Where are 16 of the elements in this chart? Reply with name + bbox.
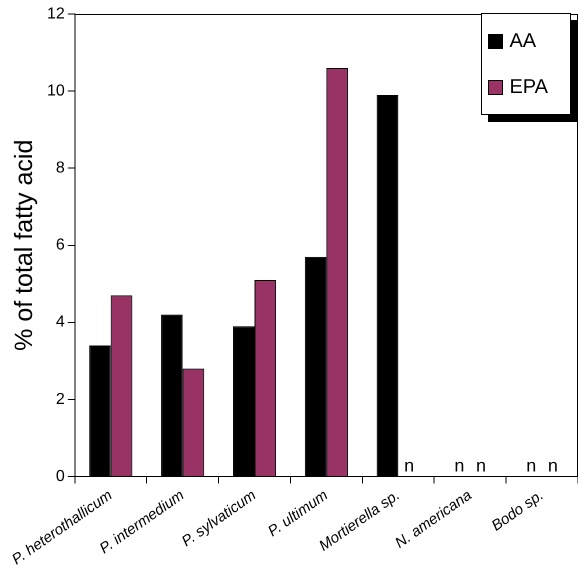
y-axis-title: % of total fatty acid — [10, 140, 38, 351]
text: n — [454, 455, 464, 476]
text: n — [526, 455, 536, 476]
y-tick-label: 10 — [47, 82, 65, 100]
legend-label: AA — [509, 30, 536, 52]
y-tick-label: 2 — [56, 390, 65, 408]
legend-label: EPA — [509, 76, 548, 98]
y-tick-label: 12 — [47, 5, 65, 22]
y-tick-label: 0 — [56, 468, 65, 485]
y-tick-label: 4 — [56, 314, 65, 331]
y-tick-label: 8 — [56, 160, 65, 177]
text: n — [476, 455, 486, 476]
x-tick-label: Bodo sp. — [488, 486, 547, 535]
text: n — [404, 455, 414, 476]
text: n — [548, 455, 558, 476]
y-tick-label: 6 — [56, 236, 65, 254]
